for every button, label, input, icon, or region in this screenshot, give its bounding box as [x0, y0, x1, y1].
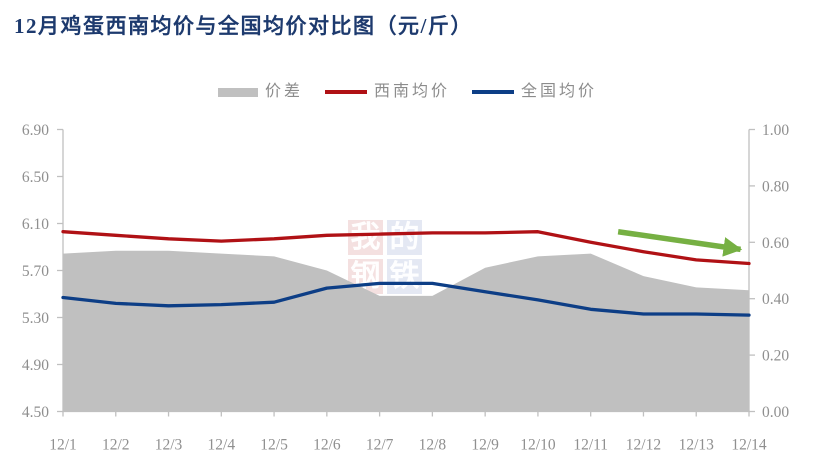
right-axis-label: 0.40 [762, 291, 789, 308]
legend-item-southwest: 西南均价 [324, 83, 450, 100]
left-axis-label: 4.90 [22, 357, 49, 374]
watermark-char: 的 [387, 220, 422, 255]
legend-item-national: 全国均价 [472, 84, 597, 100]
watermark-char: 铁 [387, 259, 422, 294]
x-axis-label: 12/5 [260, 437, 288, 454]
x-axis-label: 12/12 [626, 437, 661, 454]
x-axis-label: 12/1 [49, 437, 77, 454]
x-axis-label: 12/13 [679, 437, 715, 454]
left-axis-label: 6.90 [22, 122, 49, 139]
right-axis-label: 0.20 [762, 348, 789, 365]
x-axis-label: 12/6 [313, 437, 341, 454]
x-axis-label: 12/8 [419, 437, 447, 454]
spread-area-series [63, 250, 749, 412]
watermark-char: 我 [348, 220, 383, 255]
left-axis-label: 6.10 [22, 216, 49, 233]
chart-title: 12月鸡蛋西南均价与全国均价对比图（元/斤） [14, 14, 473, 38]
left-axis-label: 6.50 [22, 169, 49, 186]
right-axis-label: 0.00 [762, 404, 789, 421]
left-axis-label: 5.30 [22, 310, 49, 327]
southwest-line-swatch-icon [324, 90, 367, 94]
legend-item-spread: 价差 [217, 83, 303, 100]
national-line-swatch-icon [472, 90, 514, 94]
right-axis-label: 0.60 [762, 235, 789, 252]
x-axis-label: 12/4 [208, 437, 236, 454]
x-axis-label: 12/11 [573, 437, 608, 454]
chart-legend: 价差 西南均价 全国均价 [0, 81, 815, 103]
x-axis-label: 12/14 [731, 437, 767, 454]
right-axis-label: 1.00 [762, 122, 789, 139]
x-axis-label: 12/9 [471, 437, 499, 454]
x-axis-label: 12/2 [102, 437, 130, 454]
legend-label-southwest: 西南均价 [373, 83, 450, 100]
x-axis-label: 12/7 [366, 437, 394, 454]
national-price-line [61, 281, 751, 317]
x-axis-label: 12/3 [155, 437, 183, 454]
legend-label-spread: 价差 [264, 83, 303, 100]
left-axis-label: 5.70 [22, 263, 49, 280]
southwest-price-line [61, 230, 751, 266]
spread-area-swatch-icon [217, 87, 258, 97]
left-axis-label: 4.50 [22, 404, 49, 421]
x-axis-label: 12/10 [520, 437, 556, 454]
downtrend-arrow-icon [617, 229, 743, 257]
right-axis-label: 0.80 [762, 178, 789, 195]
legend-label-national: 全国均价 [521, 83, 598, 100]
